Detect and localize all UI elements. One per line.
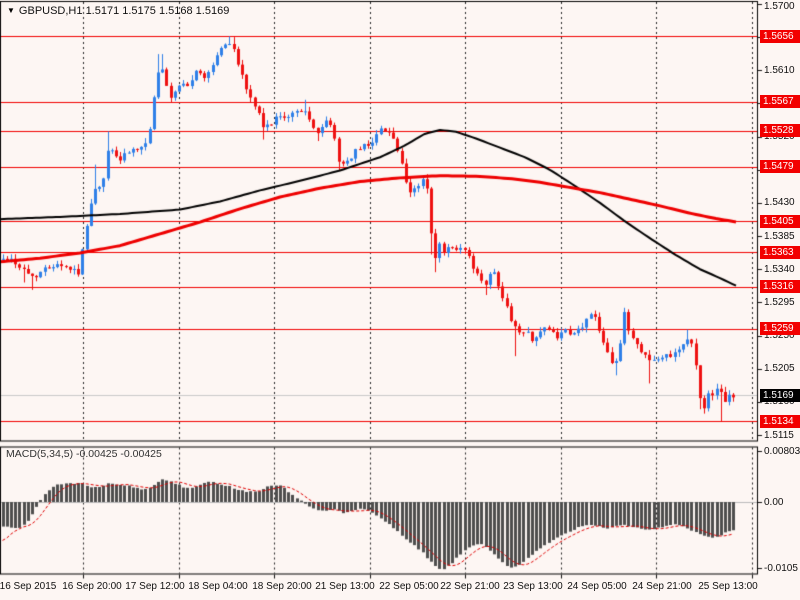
level-price-label: 1.5405 xyxy=(760,214,800,228)
price-axis-tick: 1.5430 xyxy=(764,197,795,209)
level-price-label: 1.5134 xyxy=(760,414,800,428)
time-axis-label: 17 Sep 12:00 xyxy=(125,581,185,592)
level-price-label: 1.5259 xyxy=(760,322,800,336)
price-axis-tick: 1.5250 xyxy=(764,330,795,342)
time-axis-label: 21 Sep 13:00 xyxy=(315,581,375,592)
time-axis-label: 25 Sep 13:00 xyxy=(698,581,758,592)
macd-axis-tick: 0.00 xyxy=(764,496,784,508)
level-price-label: 1.5316 xyxy=(760,280,800,294)
time-axis-label: 18 Sep 20:00 xyxy=(252,581,312,592)
ohlc-values: 1.5171 1.5175 1.5168 1.5169 xyxy=(85,5,230,17)
price-axis-tick: 1.5610 xyxy=(764,64,795,76)
level-price-label: 1.5528 xyxy=(760,124,800,138)
time-axis-label: 23 Sep 13:00 xyxy=(503,581,563,592)
time-axis-label: 22 Sep 21:00 xyxy=(440,581,500,592)
price-axis-tick: 1.5160 xyxy=(764,396,795,408)
time-axis-label: 24 Sep 21:00 xyxy=(632,581,692,592)
time-axis-label: 16 Sep 2015 xyxy=(0,581,57,592)
level-price-label: 1.5363 xyxy=(760,245,800,259)
macd-indicator-label: MACD(5,34,5) -0.00425 -0.00425 xyxy=(6,448,162,460)
macd-axis-tick: -0.0105 xyxy=(764,562,798,574)
price-axis-tick: 1.5205 xyxy=(764,363,795,375)
chart-symbol-title: ▼ GBPUSD,H1 1.5171 1.5175 1.5168 1.5169 xyxy=(7,5,229,17)
level-price-label: 1.5479 xyxy=(760,160,800,174)
price-axis-tick: 1.5115 xyxy=(764,429,794,441)
time-axis-label: 18 Sep 04:00 xyxy=(188,581,248,592)
time-axis-label: 24 Sep 05:00 xyxy=(567,581,627,592)
level-price-label: 1.5567 xyxy=(760,95,800,109)
price-axis-tick: 1.5340 xyxy=(764,263,795,275)
symbol-period-label: GBPUSD,H1 xyxy=(18,5,83,17)
current-price-label: 1.5169 xyxy=(760,388,800,402)
macd-axis-tick: 0.00803 xyxy=(764,445,800,457)
price-axis-tick: 1.5385 xyxy=(764,230,795,242)
price-axis-tick: 1.5295 xyxy=(764,296,795,308)
price-axis-tick: 1.5700 xyxy=(764,1,795,12)
time-axis-label: 22 Sep 05:00 xyxy=(379,581,439,592)
level-price-label: 1.5656 xyxy=(760,29,800,43)
symbol-dropdown-icon: ▼ xyxy=(7,6,15,15)
time-axis-label: 16 Sep 20:00 xyxy=(62,581,122,592)
